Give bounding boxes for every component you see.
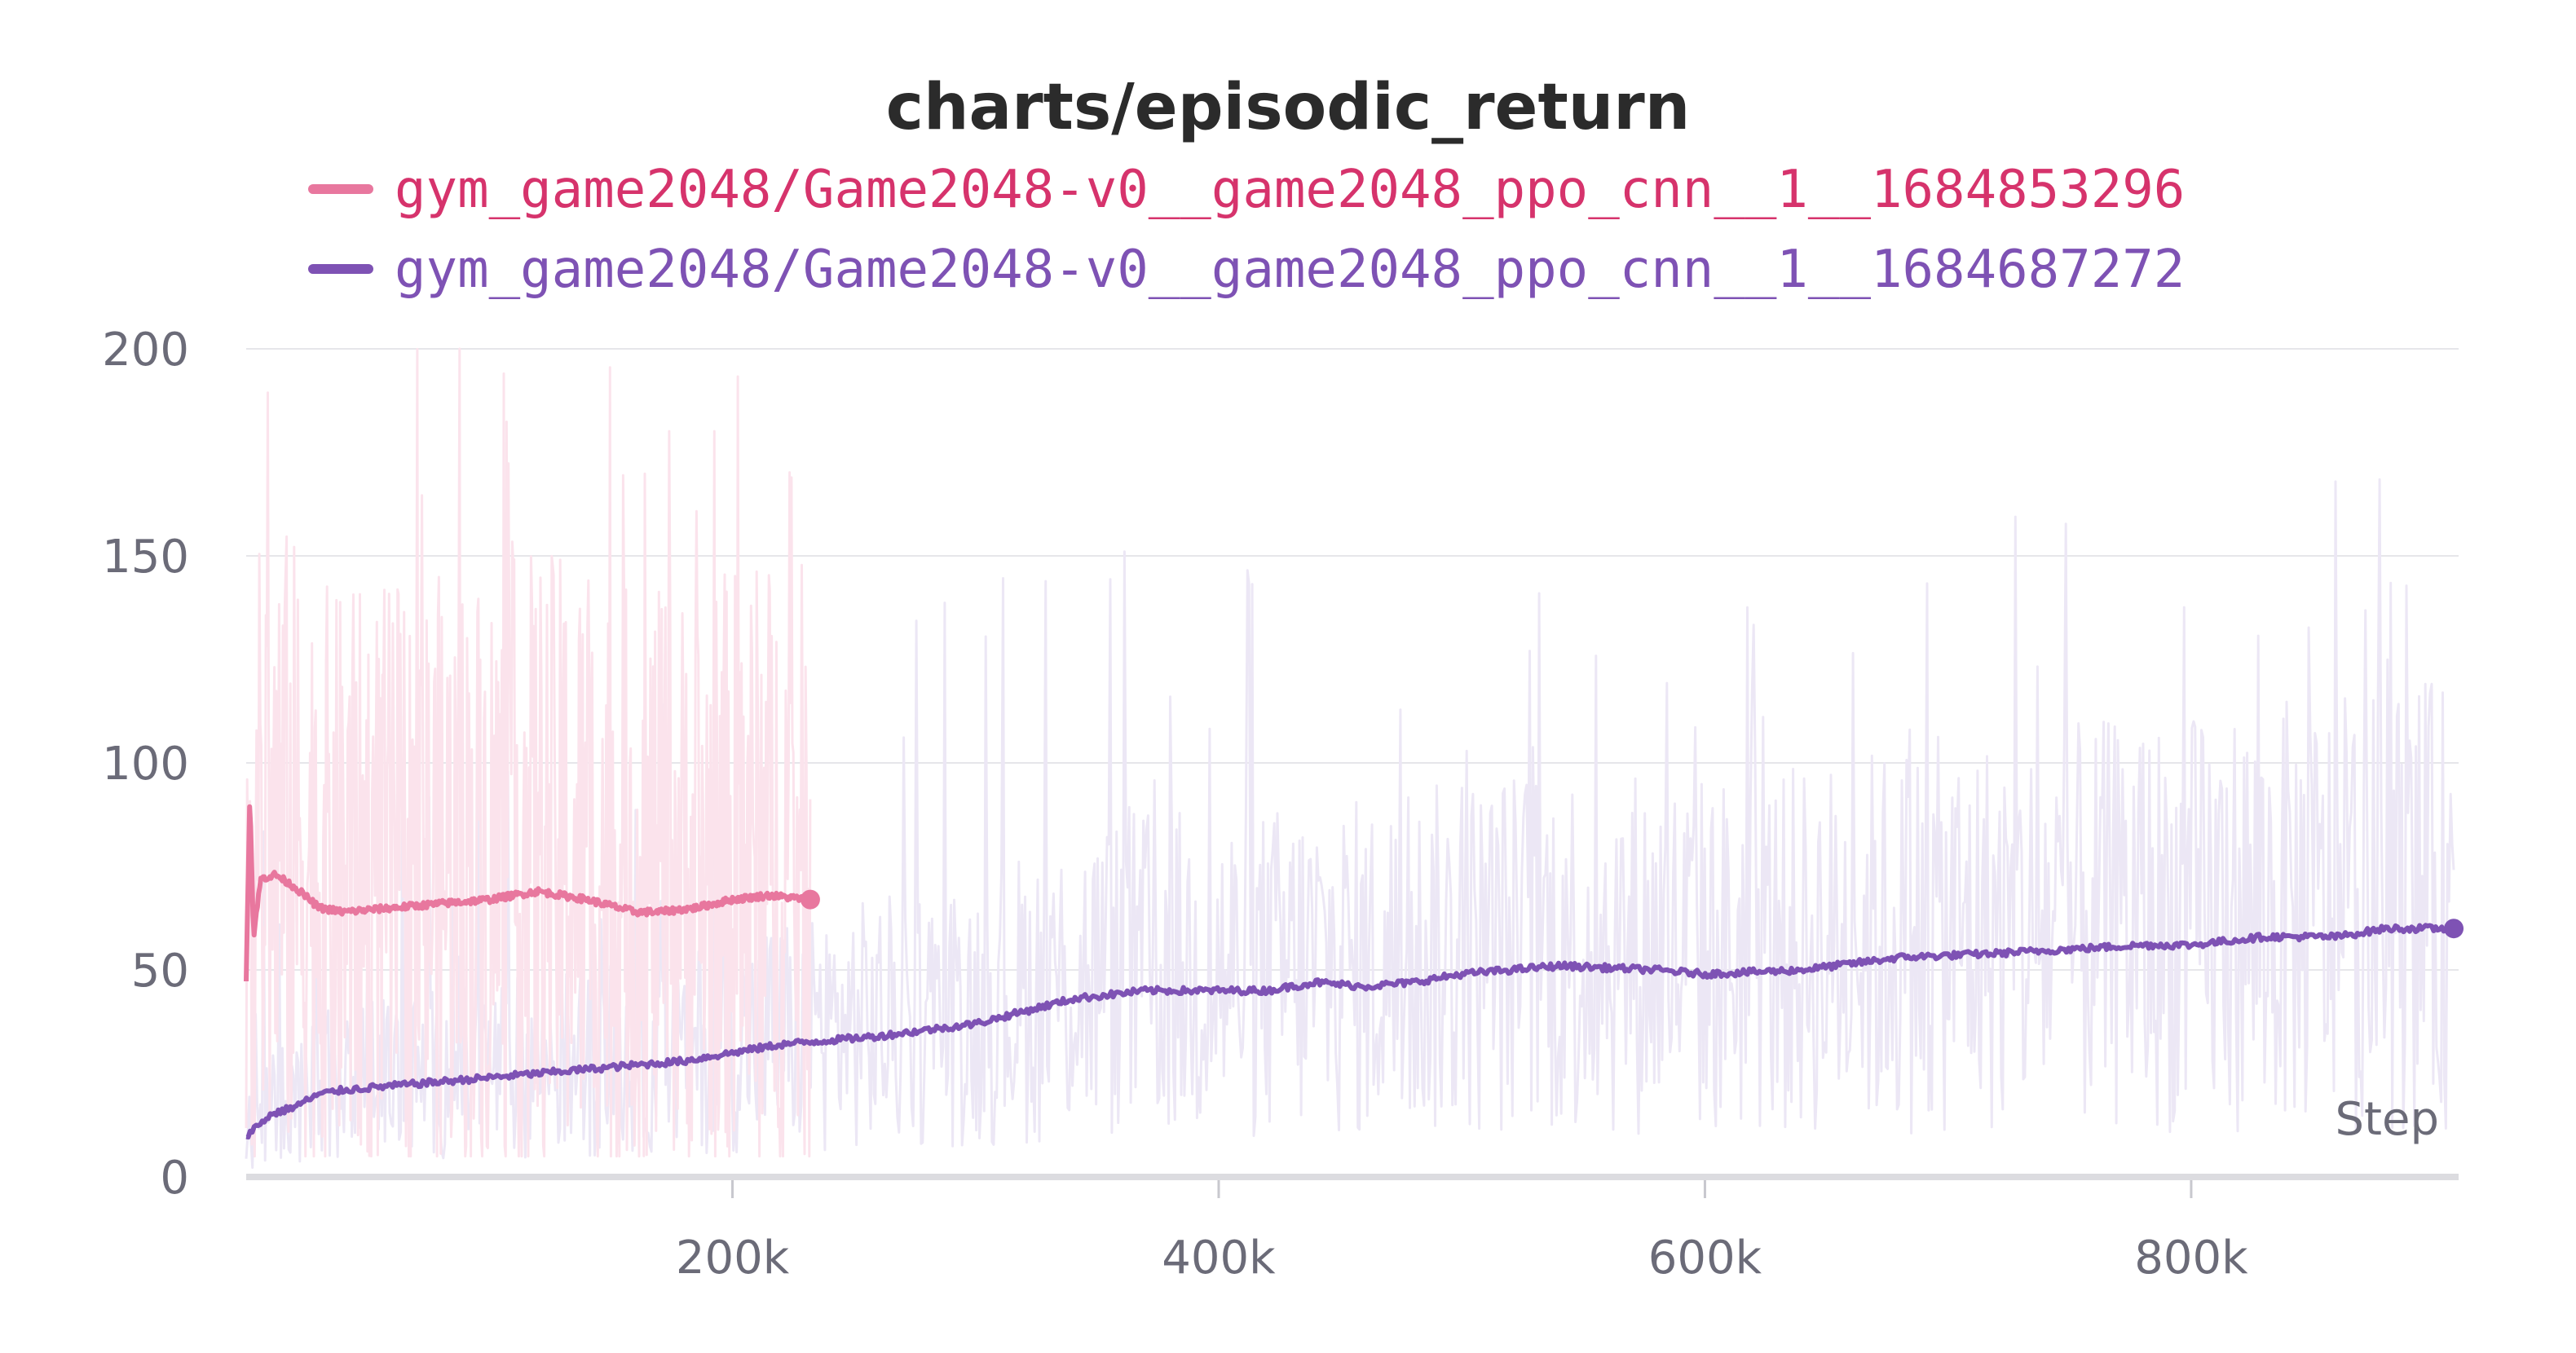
legend-label-series-0: gym_game2048/Game2048-v0__game2048_ppo_c…	[395, 160, 2185, 220]
raw-data-layer	[245, 347, 2455, 1169]
chart-title: charts/episodic_return	[886, 71, 1691, 144]
legend-label-series-1: gym_game2048/Game2048-v0__game2048_ppo_c…	[395, 240, 2185, 300]
x-tick-label-3: 800k	[2134, 1232, 2248, 1285]
y-tick-label-1: 50	[131, 945, 189, 998]
legend: gym_game2048/Game2048-v0__game2048_ppo_c…	[308, 160, 2185, 300]
raw-trace-series-0	[245, 347, 812, 1158]
smoothed-lines-layer	[244, 804, 2464, 1140]
end-marker-series-1	[2444, 919, 2464, 939]
smoothed-line-series-1	[245, 923, 2456, 1140]
x-axis-label: Step	[2335, 1093, 2439, 1146]
axes: 0 50 100 150 200 200k 400k 600k 800k	[102, 324, 2459, 1285]
raw-trace-series-1	[245, 478, 2455, 1169]
y-tick-label-2: 100	[102, 738, 189, 791]
y-tick-label-4: 200	[102, 324, 189, 377]
smoothed-line-series-0	[244, 804, 813, 982]
end-marker-series-0	[800, 889, 820, 910]
x-tick-label-1: 400k	[1162, 1232, 1276, 1285]
y-tick-label-3: 150	[102, 531, 189, 584]
x-tick-label-0: 200k	[676, 1232, 790, 1285]
x-tick-label-2: 600k	[1648, 1232, 1762, 1285]
y-tick-label-0: 0	[160, 1152, 189, 1205]
